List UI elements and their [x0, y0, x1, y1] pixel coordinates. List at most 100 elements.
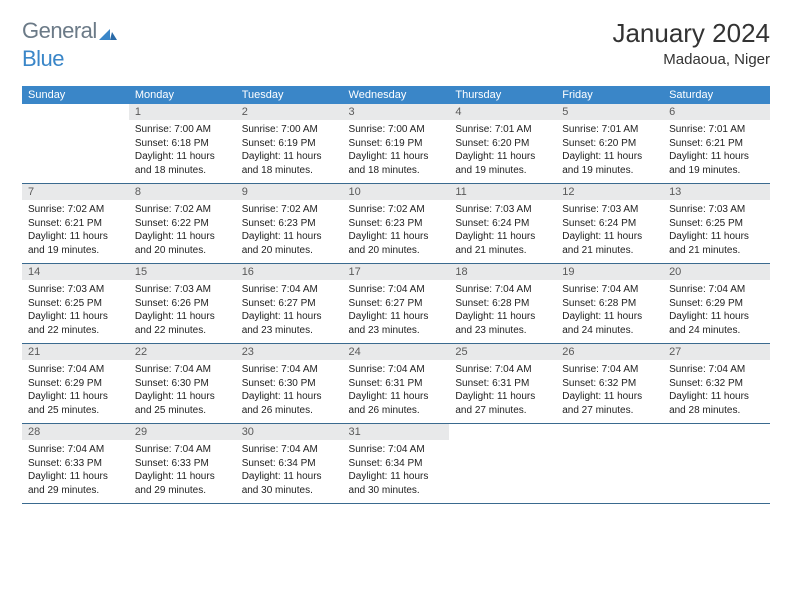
calendar-cell: 3Sunrise: 7:00 AMSunset: 6:19 PMDaylight… — [343, 104, 450, 184]
dayhead-sat: Saturday — [663, 86, 770, 104]
calendar-cell: 31Sunrise: 7:04 AMSunset: 6:34 PMDayligh… — [343, 424, 450, 504]
page-subtitle: Madaoua, Niger — [612, 51, 770, 68]
calendar-cell-empty — [663, 424, 770, 504]
day-number: 11 — [449, 184, 556, 200]
calendar-cell: 28Sunrise: 7:04 AMSunset: 6:33 PMDayligh… — [22, 424, 129, 504]
dayhead-wed: Wednesday — [343, 86, 450, 104]
calendar-cell: 27Sunrise: 7:04 AMSunset: 6:32 PMDayligh… — [663, 344, 770, 424]
calendar-body: 1Sunrise: 7:00 AMSunset: 6:18 PMDaylight… — [22, 104, 770, 504]
calendar-cell: 30Sunrise: 7:04 AMSunset: 6:34 PMDayligh… — [236, 424, 343, 504]
day-info: Sunrise: 7:04 AMSunset: 6:32 PMDaylight:… — [556, 360, 663, 423]
logo: GeneralBlue — [22, 18, 118, 72]
day-number: 13 — [663, 184, 770, 200]
calendar-cell-empty — [449, 424, 556, 504]
day-number: 19 — [556, 264, 663, 280]
calendar-cell: 1Sunrise: 7:00 AMSunset: 6:18 PMDaylight… — [129, 104, 236, 184]
day-number: 5 — [556, 104, 663, 120]
day-number: 16 — [236, 264, 343, 280]
day-number: 18 — [449, 264, 556, 280]
calendar-cell-empty — [22, 104, 129, 184]
dayhead-mon: Monday — [129, 86, 236, 104]
day-number: 27 — [663, 344, 770, 360]
day-number: 22 — [129, 344, 236, 360]
calendar-cell: 10Sunrise: 7:02 AMSunset: 6:23 PMDayligh… — [343, 184, 450, 264]
day-info: Sunrise: 7:02 AMSunset: 6:23 PMDaylight:… — [236, 200, 343, 263]
day-number: 9 — [236, 184, 343, 200]
calendar-table: Sunday Monday Tuesday Wednesday Thursday… — [22, 86, 770, 504]
day-info: Sunrise: 7:04 AMSunset: 6:34 PMDaylight:… — [343, 440, 450, 503]
calendar-cell: 12Sunrise: 7:03 AMSunset: 6:24 PMDayligh… — [556, 184, 663, 264]
calendar-row: 7Sunrise: 7:02 AMSunset: 6:21 PMDaylight… — [22, 184, 770, 264]
calendar-cell: 19Sunrise: 7:04 AMSunset: 6:28 PMDayligh… — [556, 264, 663, 344]
calendar-cell: 15Sunrise: 7:03 AMSunset: 6:26 PMDayligh… — [129, 264, 236, 344]
calendar-cell: 11Sunrise: 7:03 AMSunset: 6:24 PMDayligh… — [449, 184, 556, 264]
day-info: Sunrise: 7:04 AMSunset: 6:31 PMDaylight:… — [449, 360, 556, 423]
calendar-cell: 20Sunrise: 7:04 AMSunset: 6:29 PMDayligh… — [663, 264, 770, 344]
day-number: 3 — [343, 104, 450, 120]
title-block: January 2024 Madaoua, Niger — [612, 18, 770, 68]
calendar-row: 28Sunrise: 7:04 AMSunset: 6:33 PMDayligh… — [22, 424, 770, 504]
day-number: 28 — [22, 424, 129, 440]
day-number: 2 — [236, 104, 343, 120]
calendar-row: 21Sunrise: 7:04 AMSunset: 6:29 PMDayligh… — [22, 344, 770, 424]
day-info: Sunrise: 7:04 AMSunset: 6:33 PMDaylight:… — [22, 440, 129, 503]
calendar-cell: 14Sunrise: 7:03 AMSunset: 6:25 PMDayligh… — [22, 264, 129, 344]
calendar-cell: 2Sunrise: 7:00 AMSunset: 6:19 PMDaylight… — [236, 104, 343, 184]
calendar-cell: 23Sunrise: 7:04 AMSunset: 6:30 PMDayligh… — [236, 344, 343, 424]
calendar-cell: 22Sunrise: 7:04 AMSunset: 6:30 PMDayligh… — [129, 344, 236, 424]
day-info: Sunrise: 7:04 AMSunset: 6:31 PMDaylight:… — [343, 360, 450, 423]
day-info: Sunrise: 7:01 AMSunset: 6:20 PMDaylight:… — [449, 120, 556, 183]
dayhead-row: Sunday Monday Tuesday Wednesday Thursday… — [22, 86, 770, 104]
day-number: 23 — [236, 344, 343, 360]
calendar-cell: 13Sunrise: 7:03 AMSunset: 6:25 PMDayligh… — [663, 184, 770, 264]
day-info: Sunrise: 7:00 AMSunset: 6:19 PMDaylight:… — [236, 120, 343, 183]
calendar-row: 14Sunrise: 7:03 AMSunset: 6:25 PMDayligh… — [22, 264, 770, 344]
day-info: Sunrise: 7:03 AMSunset: 6:25 PMDaylight:… — [663, 200, 770, 263]
header: GeneralBlue January 2024 Madaoua, Niger — [22, 18, 770, 72]
calendar-cell: 24Sunrise: 7:04 AMSunset: 6:31 PMDayligh… — [343, 344, 450, 424]
day-number: 24 — [343, 344, 450, 360]
logo-text: GeneralBlue — [22, 18, 118, 72]
calendar-cell: 6Sunrise: 7:01 AMSunset: 6:21 PMDaylight… — [663, 104, 770, 184]
day-info: Sunrise: 7:03 AMSunset: 6:24 PMDaylight:… — [449, 200, 556, 263]
day-info: Sunrise: 7:01 AMSunset: 6:20 PMDaylight:… — [556, 120, 663, 183]
calendar-cell: 26Sunrise: 7:04 AMSunset: 6:32 PMDayligh… — [556, 344, 663, 424]
day-number: 12 — [556, 184, 663, 200]
day-info: Sunrise: 7:03 AMSunset: 6:25 PMDaylight:… — [22, 280, 129, 343]
day-info: Sunrise: 7:03 AMSunset: 6:26 PMDaylight:… — [129, 280, 236, 343]
day-number: 29 — [129, 424, 236, 440]
day-info: Sunrise: 7:04 AMSunset: 6:33 PMDaylight:… — [129, 440, 236, 503]
page-title: January 2024 — [612, 18, 770, 49]
calendar-cell: 25Sunrise: 7:04 AMSunset: 6:31 PMDayligh… — [449, 344, 556, 424]
day-info: Sunrise: 7:02 AMSunset: 6:23 PMDaylight:… — [343, 200, 450, 263]
day-info: Sunrise: 7:04 AMSunset: 6:30 PMDaylight:… — [236, 360, 343, 423]
day-info: Sunrise: 7:00 AMSunset: 6:19 PMDaylight:… — [343, 120, 450, 183]
day-number: 21 — [22, 344, 129, 360]
day-info: Sunrise: 7:04 AMSunset: 6:30 PMDaylight:… — [129, 360, 236, 423]
calendar-row: 1Sunrise: 7:00 AMSunset: 6:18 PMDaylight… — [22, 104, 770, 184]
day-info: Sunrise: 7:04 AMSunset: 6:27 PMDaylight:… — [236, 280, 343, 343]
day-info: Sunrise: 7:04 AMSunset: 6:34 PMDaylight:… — [236, 440, 343, 503]
day-number: 4 — [449, 104, 556, 120]
day-number: 17 — [343, 264, 450, 280]
calendar-cell: 8Sunrise: 7:02 AMSunset: 6:22 PMDaylight… — [129, 184, 236, 264]
dayhead-tue: Tuesday — [236, 86, 343, 104]
day-info: Sunrise: 7:02 AMSunset: 6:21 PMDaylight:… — [22, 200, 129, 263]
calendar-cell: 17Sunrise: 7:04 AMSunset: 6:27 PMDayligh… — [343, 264, 450, 344]
calendar-cell: 7Sunrise: 7:02 AMSunset: 6:21 PMDaylight… — [22, 184, 129, 264]
day-number: 20 — [663, 264, 770, 280]
day-info: Sunrise: 7:03 AMSunset: 6:24 PMDaylight:… — [556, 200, 663, 263]
day-info: Sunrise: 7:04 AMSunset: 6:29 PMDaylight:… — [663, 280, 770, 343]
day-number: 26 — [556, 344, 663, 360]
calendar-cell: 16Sunrise: 7:04 AMSunset: 6:27 PMDayligh… — [236, 264, 343, 344]
day-number: 25 — [449, 344, 556, 360]
dayhead-sun: Sunday — [22, 86, 129, 104]
day-info: Sunrise: 7:04 AMSunset: 6:27 PMDaylight:… — [343, 280, 450, 343]
day-number: 7 — [22, 184, 129, 200]
day-number: 14 — [22, 264, 129, 280]
day-info: Sunrise: 7:04 AMSunset: 6:29 PMDaylight:… — [22, 360, 129, 423]
day-info: Sunrise: 7:01 AMSunset: 6:21 PMDaylight:… — [663, 120, 770, 183]
day-number: 8 — [129, 184, 236, 200]
day-number: 31 — [343, 424, 450, 440]
day-number: 10 — [343, 184, 450, 200]
